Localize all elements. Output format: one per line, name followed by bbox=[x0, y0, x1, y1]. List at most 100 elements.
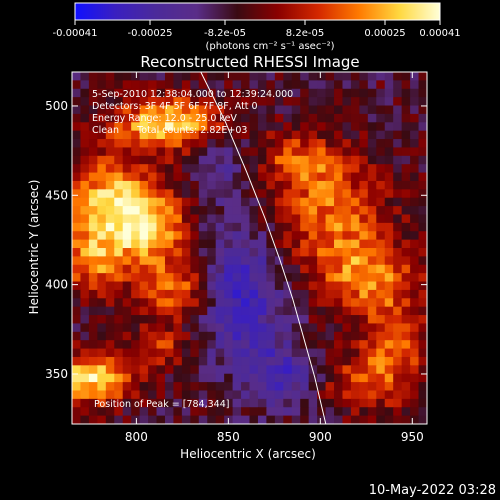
heatmap-cell bbox=[359, 180, 369, 190]
heatmap-cell bbox=[190, 189, 200, 199]
heatmap-cell bbox=[190, 239, 200, 249]
heatmap-cell bbox=[88, 356, 98, 366]
heatmap-cell bbox=[317, 80, 327, 90]
heatmap-cell bbox=[283, 130, 293, 140]
heatmap-cell bbox=[384, 222, 394, 232]
heatmap-cell bbox=[232, 172, 242, 182]
heatmap-cell bbox=[131, 88, 141, 98]
heatmap-cell bbox=[300, 281, 310, 291]
heatmap-cell bbox=[173, 222, 183, 232]
heatmap-cell bbox=[266, 239, 276, 249]
heatmap-cell bbox=[393, 382, 403, 392]
heatmap-cell bbox=[72, 256, 82, 266]
heatmap-cell bbox=[164, 122, 175, 132]
heatmap-cell bbox=[342, 281, 352, 291]
heatmap-cell bbox=[241, 273, 251, 283]
colorbar-tick-label: -0.00041 bbox=[53, 28, 98, 39]
heatmap-cell bbox=[376, 180, 386, 190]
heatmap-cell bbox=[274, 105, 284, 115]
heatmap-cell bbox=[359, 398, 369, 408]
heatmap-cell bbox=[207, 331, 217, 341]
heatmap-cell bbox=[249, 365, 259, 375]
heatmap-cell bbox=[232, 289, 242, 299]
heatmap-cell bbox=[72, 122, 82, 132]
heatmap-cell bbox=[367, 323, 377, 333]
heatmap-cell bbox=[249, 164, 259, 174]
heatmap-cell bbox=[376, 231, 386, 241]
heatmap-cell bbox=[274, 390, 284, 400]
heatmap-cell bbox=[367, 113, 377, 123]
heatmap-cell bbox=[266, 398, 276, 408]
heatmap-cell bbox=[342, 264, 352, 274]
heatmap-cell bbox=[266, 323, 276, 333]
heatmap-cell bbox=[215, 139, 225, 149]
heatmap-cell bbox=[401, 248, 411, 257]
heatmap-cell bbox=[257, 139, 267, 149]
heatmap-cell bbox=[241, 105, 251, 115]
heatmap-cell bbox=[80, 206, 90, 216]
heatmap-cell bbox=[215, 105, 225, 115]
heatmap-cell bbox=[308, 306, 318, 316]
heatmap-cell bbox=[410, 298, 420, 308]
heatmap-cell bbox=[359, 197, 369, 207]
heatmap-cell bbox=[393, 239, 403, 249]
heatmap-cell bbox=[224, 323, 234, 333]
heatmap-cell bbox=[410, 256, 420, 266]
heatmap-cell bbox=[88, 113, 98, 123]
heatmap-cell bbox=[156, 281, 166, 291]
heatmap-cell bbox=[308, 180, 318, 190]
heatmap-cell bbox=[173, 147, 183, 157]
heatmap-cell bbox=[173, 356, 183, 366]
heatmap-cell bbox=[173, 122, 183, 132]
heatmap-cell bbox=[410, 306, 420, 316]
heatmap-cell bbox=[215, 197, 225, 207]
heatmap-cell bbox=[156, 164, 166, 174]
heatmap-cell bbox=[97, 298, 107, 308]
heatmap-cell bbox=[88, 222, 98, 232]
heatmap-cell bbox=[80, 365, 90, 375]
heatmap-cell bbox=[207, 289, 217, 299]
heatmap-cell bbox=[181, 273, 191, 283]
heatmap-cell bbox=[148, 323, 158, 333]
heatmap-cell bbox=[198, 256, 208, 266]
heatmap-cell bbox=[418, 273, 427, 283]
heatmap-cell bbox=[88, 147, 98, 157]
heatmap-cell bbox=[105, 315, 115, 325]
heatmap-cell bbox=[410, 80, 420, 90]
heatmap-cell bbox=[308, 248, 318, 257]
heatmap-cell bbox=[410, 331, 420, 341]
heatmap-cell bbox=[224, 97, 234, 107]
heatmap-cell bbox=[190, 306, 200, 316]
colorbar-tick-label: -8.2e-05 bbox=[204, 28, 246, 39]
heatmap-cell bbox=[148, 315, 158, 325]
heatmap-cell bbox=[266, 315, 276, 325]
heatmap-cell bbox=[88, 306, 98, 316]
heatmap-cell bbox=[148, 222, 158, 232]
heatmap-cell bbox=[80, 155, 90, 165]
heatmap-cell bbox=[241, 382, 251, 392]
heatmap-cell bbox=[300, 97, 310, 107]
heatmap-cell bbox=[215, 281, 225, 291]
heatmap-cell bbox=[97, 197, 107, 207]
heatmap-cell bbox=[384, 273, 394, 283]
heatmap-cell bbox=[164, 113, 175, 123]
heatmap-cell bbox=[207, 147, 217, 157]
heatmap-cell bbox=[139, 373, 149, 383]
heatmap-cell bbox=[308, 331, 318, 341]
heatmap-cell bbox=[291, 231, 301, 241]
heatmap-cell bbox=[156, 407, 166, 417]
heatmap-cell bbox=[418, 197, 427, 207]
heatmap-cell bbox=[266, 147, 276, 157]
heatmap-cell bbox=[148, 390, 158, 400]
heatmap-cell bbox=[334, 147, 344, 157]
heatmap-cell bbox=[88, 97, 98, 107]
heatmap-cell bbox=[173, 105, 183, 115]
heatmap-cell bbox=[342, 72, 352, 81]
heatmap-cell bbox=[114, 356, 124, 366]
heatmap-cell bbox=[291, 390, 301, 400]
heatmap-cell bbox=[173, 231, 183, 241]
heatmap-cell bbox=[384, 122, 394, 132]
heatmap-cell bbox=[198, 180, 208, 190]
heatmap-cell bbox=[249, 340, 259, 350]
heatmap-cell bbox=[232, 248, 242, 257]
